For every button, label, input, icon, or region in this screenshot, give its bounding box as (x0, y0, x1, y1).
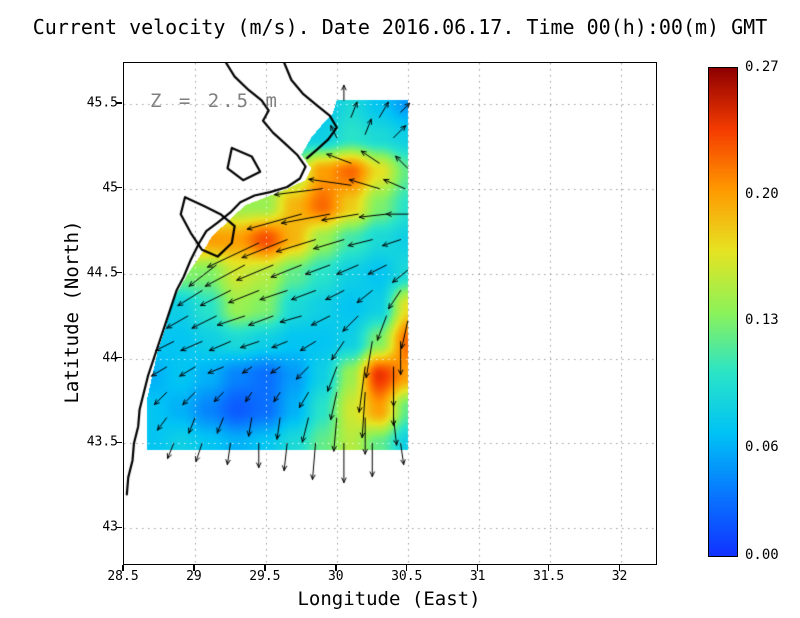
colorbar-tick-label: 0.06 (745, 438, 779, 455)
x-tick-label: 30.5 (391, 569, 423, 584)
x-tick-label: 29.5 (249, 569, 281, 584)
x-tick-label: 28.5 (107, 569, 139, 584)
y-tick-label: 44.5 (86, 265, 118, 281)
y-axis-label: Latitude (North) (61, 220, 83, 404)
y-tick-mark (115, 526, 122, 529)
y-tick-label: 44 (102, 350, 118, 365)
x-tick-mark (476, 564, 479, 571)
x-tick-mark (547, 564, 550, 571)
x-tick-label: 31.5 (532, 569, 565, 584)
x-tick-mark (618, 564, 621, 571)
y-tick-mark (115, 186, 122, 189)
colorbar (708, 67, 738, 557)
y-tick-label: 43 (102, 519, 118, 535)
colorbar-tick-label: 0.27 (745, 59, 779, 75)
chart-title: Current velocity (m/s). Date 2016.06.17.… (32, 15, 768, 39)
x-tick-label: 30 (327, 569, 344, 584)
colorbar-tick-label: 0.00 (745, 547, 779, 563)
x-tick-mark (264, 564, 266, 571)
y-tick-mark (115, 356, 122, 359)
x-tick-label: 31 (469, 569, 486, 584)
depth-annotation: Z = 2.5 m (150, 90, 280, 112)
x-tick-mark (122, 564, 124, 571)
y-tick-mark (115, 441, 122, 444)
plot-area (123, 62, 657, 565)
colorbar-tick-label: 0.20 (745, 185, 779, 202)
x-tick-mark (405, 564, 408, 571)
y-tick-mark (115, 102, 122, 104)
y-tick-label: 45.5 (86, 95, 118, 111)
y-tick-label: 45 (102, 180, 118, 196)
x-axis-label: Longitude (East) (297, 588, 481, 610)
x-tick-mark (193, 564, 195, 571)
x-tick-mark (335, 564, 337, 571)
colorbar-tick-label: 0.13 (745, 312, 779, 329)
x-tick-label: 32 (611, 569, 628, 584)
y-tick-label: 43.5 (86, 434, 118, 450)
x-tick-label: 29 (186, 569, 202, 584)
y-tick-mark (115, 271, 122, 274)
colorbar-gradient (709, 68, 737, 556)
velocity-heatmap-canvas (124, 63, 656, 564)
